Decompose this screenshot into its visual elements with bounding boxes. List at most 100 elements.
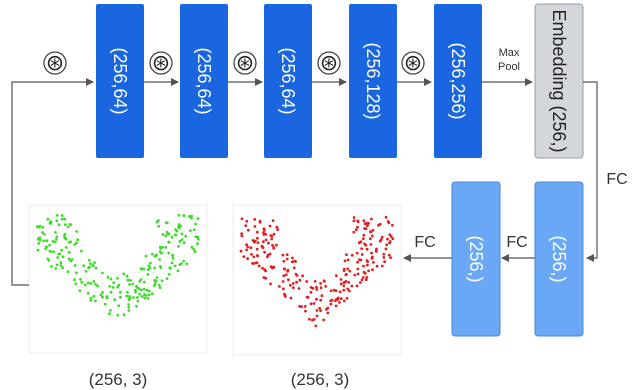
cloud-point xyxy=(45,239,49,243)
cloud-point xyxy=(55,238,58,241)
cloud-point xyxy=(292,266,296,270)
cloud-point xyxy=(371,255,374,259)
cloud-point xyxy=(369,243,373,246)
conv-block-label: (256,256) xyxy=(448,42,468,119)
cloud-point xyxy=(361,276,365,279)
cloud-point xyxy=(298,278,302,282)
cloud-point xyxy=(80,249,83,253)
cloud-point xyxy=(371,228,375,232)
cloud-point xyxy=(61,255,65,259)
conv-op-4: ⊛ xyxy=(317,51,341,76)
cloud-point xyxy=(338,301,341,304)
cloud-point xyxy=(190,245,194,249)
cloud-point xyxy=(185,262,189,266)
cloud-point xyxy=(388,241,391,245)
cloud-point xyxy=(149,261,152,265)
embedding-block: Embedding (256,) xyxy=(534,3,584,159)
cloud-point xyxy=(255,247,259,251)
cloud-point xyxy=(142,287,146,291)
cloud-point xyxy=(116,313,120,317)
cloud-point xyxy=(164,234,168,238)
cloud-point xyxy=(48,249,52,253)
output-cloud-caption: (256, 3) xyxy=(291,370,350,389)
cloud-point xyxy=(177,245,180,248)
cloud-point xyxy=(112,281,116,284)
cloud-point xyxy=(125,294,129,298)
cloud-point xyxy=(138,292,142,296)
cloud-point xyxy=(154,279,158,283)
conv-block-2: (256,64) xyxy=(180,4,228,158)
cloud-point xyxy=(106,275,110,279)
fc-label-right: FC xyxy=(606,171,627,188)
cloud-point xyxy=(334,289,338,293)
cloud-point xyxy=(128,296,132,300)
cloud-point xyxy=(301,274,304,278)
cloud-point xyxy=(272,265,276,269)
cloud-point xyxy=(240,217,244,221)
cloud-point xyxy=(391,237,395,241)
cloud-point xyxy=(318,306,321,310)
cloud-point xyxy=(111,286,115,289)
input-cloud-points xyxy=(35,213,200,317)
cloud-point xyxy=(109,277,113,281)
cloud-point xyxy=(148,266,152,270)
cloud-point xyxy=(125,274,129,278)
cloud-point xyxy=(297,287,301,290)
embedding-label: Embedding (256,) xyxy=(549,9,569,152)
cloud-point xyxy=(315,285,318,289)
cloud-point xyxy=(143,293,146,296)
maxpool-label-line1: Max xyxy=(499,47,520,59)
cloud-point xyxy=(305,280,309,283)
cloud-point xyxy=(360,278,364,282)
cloud-point xyxy=(251,239,255,242)
cloud-point xyxy=(60,217,64,221)
cloud-point xyxy=(255,230,259,234)
cloud-point xyxy=(147,289,151,293)
cloud-point xyxy=(173,264,177,268)
cloud-point xyxy=(53,240,57,244)
cloud-point xyxy=(36,248,40,252)
cloud-point xyxy=(158,258,162,261)
cloud-point xyxy=(291,256,294,260)
cloud-point xyxy=(145,288,149,292)
cloud-point xyxy=(356,219,360,223)
cloud-point xyxy=(37,241,41,245)
cloud-point xyxy=(252,262,256,265)
cloud-point xyxy=(342,281,346,284)
cloud-point xyxy=(366,260,370,264)
cloud-point xyxy=(322,318,326,322)
cloud-point xyxy=(350,253,354,257)
cloud-point xyxy=(131,282,135,286)
output-point-cloud xyxy=(232,204,402,356)
cloud-point xyxy=(263,268,267,272)
cloud-point xyxy=(96,284,100,288)
conv-block-label: (256,64) xyxy=(278,47,298,114)
cloud-point xyxy=(278,285,281,288)
cloud-point xyxy=(87,258,91,262)
cloud-point xyxy=(139,278,143,281)
conv-block-label: (256,64) xyxy=(194,47,214,114)
cloud-point xyxy=(300,305,303,308)
cloud-point xyxy=(264,238,268,242)
cloud-point xyxy=(147,293,151,297)
cloud-point xyxy=(315,309,319,312)
cloud-point xyxy=(73,243,77,246)
cloud-point xyxy=(285,257,289,261)
cloud-point xyxy=(67,241,71,244)
cloud-point xyxy=(242,255,246,258)
cloud-point xyxy=(366,224,369,228)
cloud-point xyxy=(140,295,144,298)
cloud-point xyxy=(99,293,103,297)
cloud-point xyxy=(303,305,307,308)
cloud-point xyxy=(352,216,356,219)
cloud-point xyxy=(382,252,386,256)
cloud-point xyxy=(180,262,183,265)
cloud-point xyxy=(192,228,196,232)
cloud-point xyxy=(323,279,326,283)
cloud-point xyxy=(330,298,334,302)
conv-block-label: (256,64) xyxy=(110,47,130,114)
cloud-point xyxy=(76,238,80,242)
cloud-point xyxy=(157,224,161,228)
cloud-point xyxy=(189,229,192,233)
cloud-point xyxy=(383,260,386,264)
